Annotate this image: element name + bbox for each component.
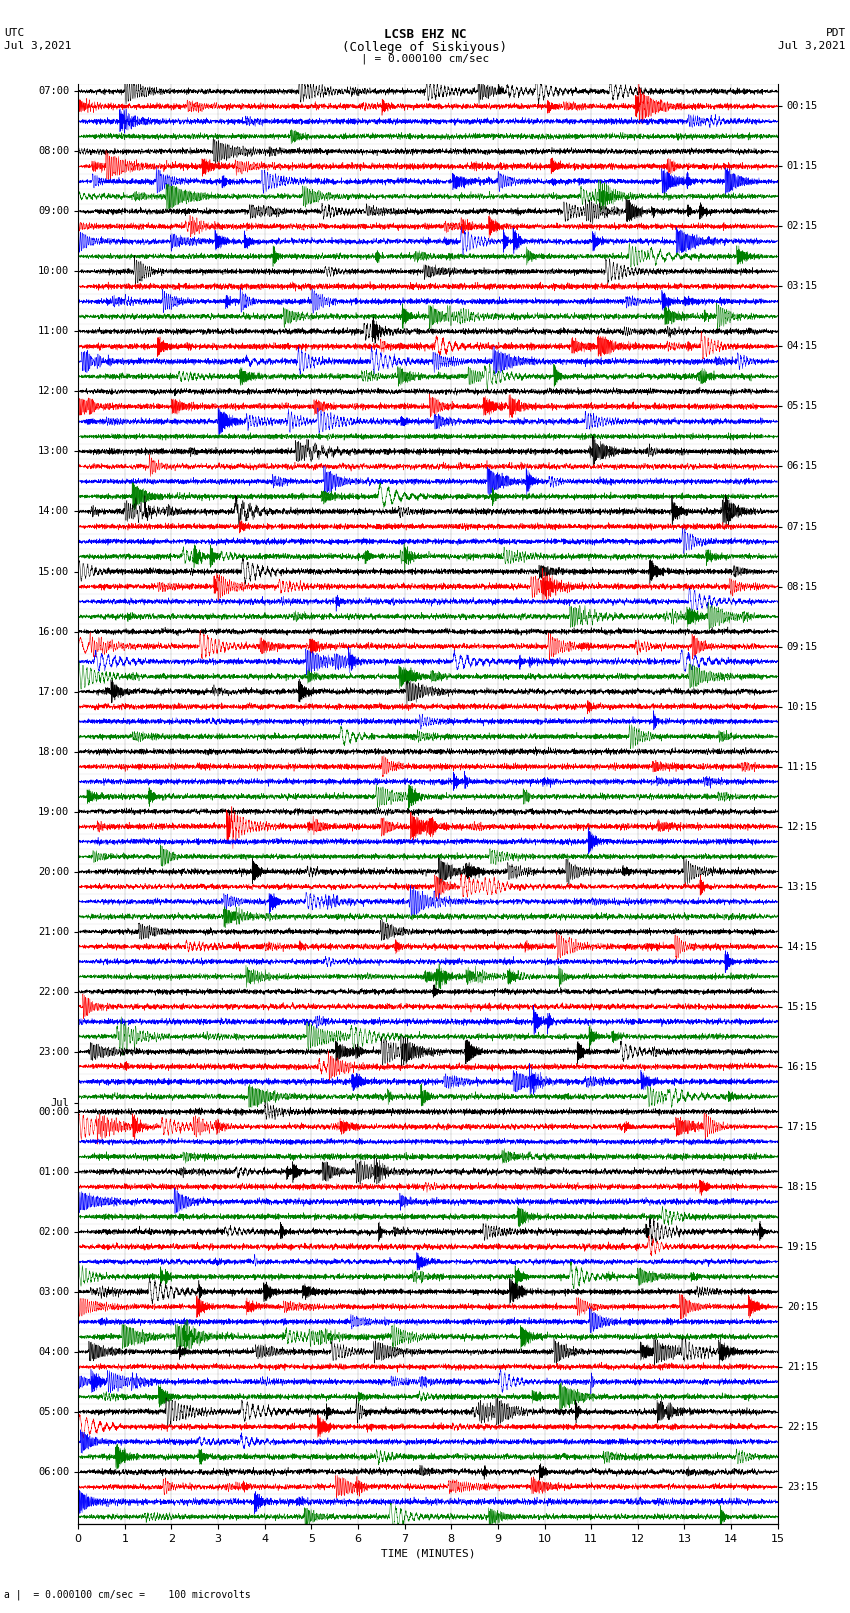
Text: Jul 3,2021: Jul 3,2021 — [779, 40, 846, 52]
Text: a |  = 0.000100 cm/sec =    100 microvolts: a | = 0.000100 cm/sec = 100 microvolts — [4, 1589, 251, 1600]
Text: (College of Siskiyous): (College of Siskiyous) — [343, 40, 507, 55]
Text: | = 0.000100 cm/sec: | = 0.000100 cm/sec — [361, 53, 489, 65]
X-axis label: TIME (MINUTES): TIME (MINUTES) — [381, 1548, 475, 1558]
Text: PDT: PDT — [825, 29, 846, 39]
Text: Jul 3,2021: Jul 3,2021 — [4, 40, 71, 52]
Text: UTC: UTC — [4, 29, 25, 39]
Text: LCSB EHZ NC: LCSB EHZ NC — [383, 29, 467, 42]
